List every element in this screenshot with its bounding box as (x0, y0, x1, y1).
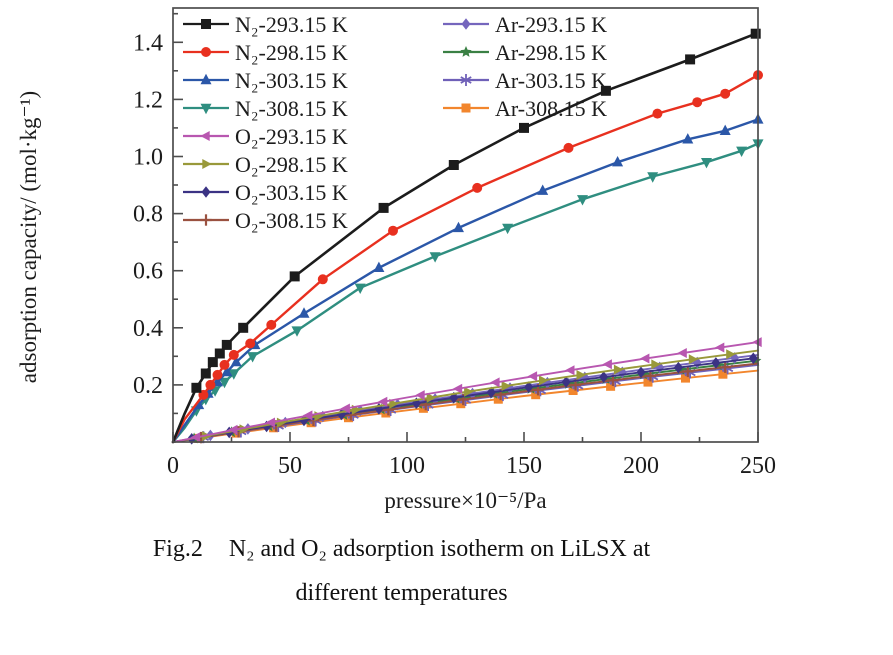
legend-label-n2-308: N₂-308.15 K (235, 96, 348, 121)
legend-label-o2-303: O₂-303.15 K (235, 180, 348, 205)
y-tick-label: 0.6 (133, 259, 163, 285)
legend-label-n2-303: N₂-303.15 K (235, 68, 348, 93)
caption-fig-label: Fig.2 (152, 536, 203, 562)
x-tick-label: 0 (167, 453, 179, 479)
legend-marker-n2-308-icon (200, 103, 212, 115)
legend-marker-o2-303-icon (201, 186, 211, 198)
series-markers-n2-303 (193, 113, 764, 410)
series-markers-ar-293 (205, 352, 740, 442)
x-tick-label: 250 (740, 453, 776, 479)
isotherm-plot-svg: 0 50 100 150 200 250 0.2 0.4 0.6 0.8 1.0 1.2 1.4 pres… (16, 7, 776, 513)
legend-entry-ar-293: Ar-293.15 K (443, 12, 607, 37)
caption-text: N₂ and O₂ adsorption isotherm on LiLSX a… (228, 536, 651, 562)
legend-entry-ar-303: Ar-303.15 K (443, 68, 607, 93)
legend-entry-o2-308: O₂-308.15 K (183, 208, 348, 233)
legend-entry-n2-293: N₂-293.15 K (183, 12, 348, 37)
legend-marker-o2-298-icon (202, 159, 212, 169)
legend-marker-ar-298-icon (460, 46, 472, 57)
y-axis-title: adsorption capacity/ (mol·kg⁻¹) (16, 91, 41, 383)
legend-marker-n2-293-icon (201, 19, 211, 29)
legend-marker-o2-293-icon (200, 131, 210, 141)
legend-entry-o2-293: O₂-293.15 K (183, 124, 348, 149)
figure-caption: Fig.2 N₂ and O₂ adsorption isotherm on Li… (0, 536, 893, 607)
legend-label-n2-293: N₂-293.15 K (235, 12, 348, 37)
legend-entry-ar-308: Ar-308.15 K (443, 96, 607, 121)
y-tick-label: 1.2 (133, 87, 163, 113)
caption-line1: Fig.2 N₂ and O₂ adsorption isotherm on Li… (0, 536, 803, 563)
legend-marker-n2-303-icon (200, 73, 212, 85)
series-line-ar-308 (172, 369, 759, 443)
plot-frame (172, 7, 759, 443)
x-tick-label: 200 (623, 453, 659, 479)
series-markers-n2-293 (191, 28, 761, 393)
series-markers-n2-298 (198, 70, 763, 400)
x-tick-label: 50 (278, 453, 302, 479)
legend-entry-o2-298: O₂-298.15 K (183, 152, 348, 177)
legend-entry-ar-298: Ar-298.15 K (443, 40, 607, 65)
isotherm-chart: 0 50 100 150 200 250 0.2 0.4 0.6 0.8 1.0 1.2 1.4 pres… (16, 7, 776, 513)
legend-entry-n2-308: N₂-308.15 K (183, 96, 348, 121)
legend-marker-o2-308-icon (200, 214, 212, 226)
x-axis-title: pressure×10⁻⁵/Pa (384, 488, 546, 513)
legend-label-ar-298: Ar-298.15 K (495, 40, 607, 65)
legend-label-o2-308: O₂-308.15 K (235, 208, 348, 233)
legend-label-o2-298: O₂-298.15 K (235, 152, 348, 177)
series-markers-ar-303 (197, 362, 734, 444)
y-tick-label: 1.0 (133, 145, 163, 171)
legend-entry-n2-303: N₂-303.15 K (183, 68, 348, 93)
caption-line2: different temperatures (295, 580, 508, 606)
legend-marker-ar-303-icon (460, 74, 472, 86)
y-tick-label: 1.4 (133, 30, 163, 56)
series-markers-o2-293 (190, 337, 762, 443)
legend-marker-ar-308-icon (461, 103, 471, 113)
legend-label-ar-303: Ar-303.15 K (495, 68, 607, 93)
y-tick-label: 0.4 (133, 316, 163, 342)
y-tick-label: 0.2 (133, 373, 163, 399)
legend-label-o2-293: O₂-293.15 K (235, 124, 348, 149)
legend-marker-n2-298-icon (201, 47, 211, 57)
series-markers-ar-308 (194, 369, 728, 443)
series-markers-o2-308 (195, 361, 731, 444)
legend-label-ar-308: Ar-308.15 K (495, 96, 607, 121)
legend-entry-n2-298: N₂-298.15 K (183, 40, 348, 65)
x-tick-label: 150 (506, 453, 542, 479)
legend-label-ar-293: Ar-293.15 K (495, 12, 607, 37)
legend-marker-ar-293-icon (461, 18, 471, 30)
legend-label-n2-298: N₂-298.15 K (235, 40, 348, 65)
legend-entry-o2-303: O₂-303.15 K (183, 180, 348, 205)
y-tick-label: 0.8 (133, 202, 163, 228)
x-tick-label: 100 (389, 453, 425, 479)
